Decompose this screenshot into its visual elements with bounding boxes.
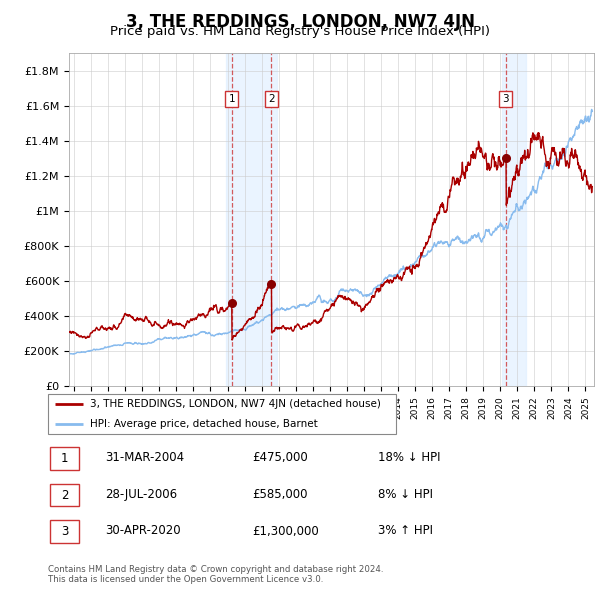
Text: 3, THE REDDINGS, LONDON, NW7 4JN: 3, THE REDDINGS, LONDON, NW7 4JN [125, 13, 475, 31]
Text: 1: 1 [61, 452, 68, 465]
Text: £585,000: £585,000 [252, 488, 308, 501]
Text: HPI: Average price, detached house, Barnet: HPI: Average price, detached house, Barn… [90, 419, 317, 428]
Text: 1: 1 [229, 94, 235, 104]
Text: 8% ↓ HPI: 8% ↓ HPI [378, 488, 433, 501]
Bar [502, 53, 526, 386]
Text: 2: 2 [61, 489, 68, 502]
Text: Contains HM Land Registry data © Crown copyright and database right 2024.
This d: Contains HM Land Registry data © Crown c… [48, 565, 383, 584]
Text: 28-JUL-2006: 28-JUL-2006 [105, 488, 177, 501]
Text: 3, THE REDDINGS, LONDON, NW7 4JN (detached house): 3, THE REDDINGS, LONDON, NW7 4JN (detach… [90, 399, 380, 409]
Text: 3: 3 [61, 525, 68, 538]
Text: 18% ↓ HPI: 18% ↓ HPI [378, 451, 440, 464]
Text: 31-MAR-2004: 31-MAR-2004 [105, 451, 184, 464]
Bar [226, 53, 277, 386]
Text: £475,000: £475,000 [252, 451, 308, 464]
Text: 2: 2 [268, 94, 275, 104]
Text: 3: 3 [503, 94, 509, 104]
Text: 3% ↑ HPI: 3% ↑ HPI [378, 525, 433, 537]
Text: Price paid vs. HM Land Registry's House Price Index (HPI): Price paid vs. HM Land Registry's House … [110, 25, 490, 38]
Text: 30-APR-2020: 30-APR-2020 [105, 525, 181, 537]
Text: £1,300,000: £1,300,000 [252, 525, 319, 537]
